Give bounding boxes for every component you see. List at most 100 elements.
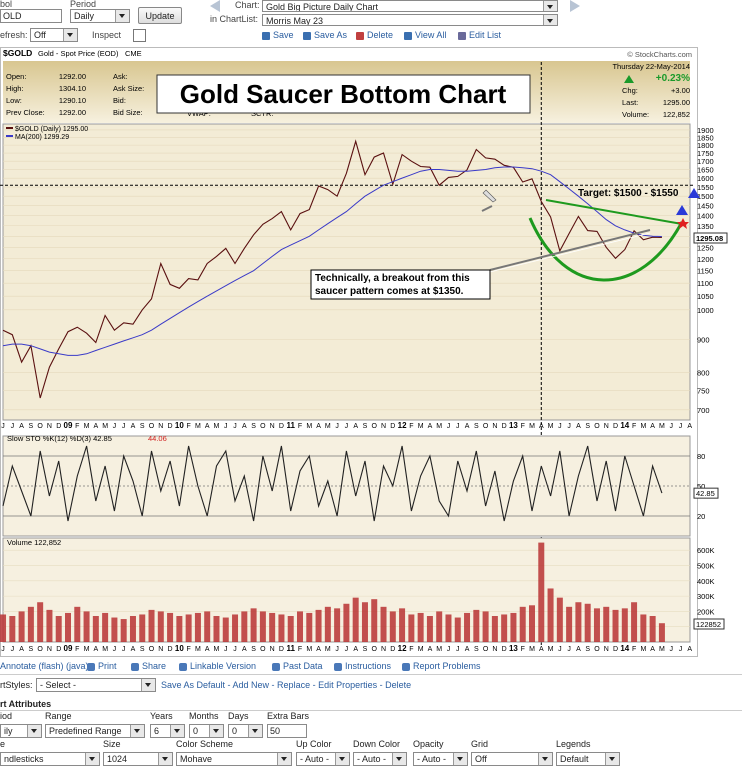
y-tick-label: 1350 — [697, 222, 714, 231]
field-label: Extra Bars — [267, 711, 310, 721]
x-tick-label: J — [224, 646, 228, 653]
x-tick-label: N — [270, 646, 275, 653]
attribute-select-value: - Auto - — [417, 754, 447, 764]
legend-entry: Volume 122,852 — [7, 538, 61, 547]
x-tick-label: 12 — [398, 421, 407, 430]
x-tick-label: J — [122, 423, 126, 430]
action-link[interactable]: Edit List — [469, 30, 502, 40]
chart-select-value: Gold Big Picture Daily Chart — [266, 2, 379, 12]
field-label: Grid — [471, 739, 489, 749]
control-link[interactable]: Share — [142, 661, 167, 671]
x-tick-label: S — [29, 423, 34, 430]
label: efresh: — [0, 30, 28, 40]
x-tick-label: O — [594, 423, 600, 430]
action-link[interactable]: Save — [273, 30, 294, 40]
control-link[interactable]: Report Problems — [413, 661, 481, 671]
volume-bar — [232, 614, 239, 642]
dropdown-arrow — [543, 15, 557, 25]
update-button[interactable]: Update — [138, 7, 182, 24]
control-link[interactable]: Linkable Version — [190, 661, 257, 671]
action-link[interactable]: Delete — [367, 30, 394, 40]
attribute-select[interactable]: 6 — [150, 724, 185, 738]
control-link[interactable]: Past Data — [283, 661, 323, 671]
x-tick-label: 10 — [175, 644, 184, 653]
control-link[interactable]: Instructions — [345, 661, 392, 671]
action-link[interactable]: Save As — [314, 30, 348, 40]
volume-bar — [0, 614, 7, 642]
attribute-select[interactable]: 0 — [189, 724, 224, 738]
link-icon — [131, 663, 139, 671]
x-tick-label: J — [233, 646, 237, 653]
y-tick-label: 1650 — [697, 166, 714, 175]
attribute-select[interactable]: ndlesticks — [0, 752, 100, 766]
dropdown-arrow — [543, 1, 557, 11]
volume-bar — [658, 623, 665, 642]
x-tick-label: N — [492, 646, 497, 653]
chart-select[interactable]: Gold Big Picture Daily Chart — [262, 0, 558, 12]
dropdown-arrow — [141, 679, 155, 691]
volume-bar — [603, 606, 610, 642]
x-tick-label: O — [149, 646, 155, 653]
control-link[interactable]: Print — [98, 661, 117, 671]
x-tick-label: 09 — [64, 644, 73, 653]
inspect-checkbox[interactable] — [133, 29, 146, 42]
last-value-tag — [693, 618, 725, 630]
refresh-select[interactable]: Off — [30, 28, 78, 42]
attribute-select[interactable]: ily — [0, 724, 42, 738]
action-link[interactable]: View All — [415, 30, 447, 40]
chartlist-select[interactable]: Morris May 23 — [262, 14, 558, 26]
chartlist-select-value: Morris May 23 — [266, 16, 324, 26]
x-tick-label: F — [632, 646, 636, 653]
y-tick-label: 1150 — [697, 267, 713, 276]
volume-bar — [306, 612, 313, 642]
field-label: Years — [150, 711, 173, 721]
prev-arrow — [210, 0, 220, 12]
sto-d-label: 44.06 — [148, 434, 167, 443]
attribute-select[interactable]: - Auto - — [296, 752, 350, 766]
attribute-select[interactable]: Mohave — [176, 752, 292, 766]
x-tick-label: A — [94, 423, 99, 430]
x-tick-label: J — [335, 646, 339, 653]
y-tick-label: 1500 — [697, 192, 714, 201]
x-tick-label: F — [186, 423, 190, 430]
volume-bar — [55, 616, 62, 642]
stat-value: +3.00 — [671, 86, 690, 95]
attribute-select[interactable]: Off — [471, 752, 553, 766]
y-tick-label: 50 — [697, 482, 705, 491]
period-select[interactable]: Daily — [70, 9, 130, 23]
volume-bar — [259, 611, 266, 642]
attribute-select[interactable]: Default — [556, 752, 620, 766]
next-arrow — [570, 0, 580, 12]
attribute-select[interactable]: - Auto - — [413, 752, 468, 766]
x-tick-label: J — [113, 423, 117, 430]
x-tick-label: F — [298, 646, 302, 653]
dropdown-arrow — [248, 725, 262, 737]
attribute-select[interactable]: 0 — [228, 724, 263, 738]
x-tick-label: J — [1, 423, 5, 430]
volume-bar — [83, 611, 90, 642]
divider — [0, 674, 742, 675]
stat-label: Last: — [622, 98, 638, 107]
styles-actions[interactable]: Save As Default - Add New - Replace - Ed… — [161, 680, 412, 690]
volume-bar — [287, 616, 294, 642]
attribute-select[interactable]: 1024 — [103, 752, 173, 766]
styles-select[interactable]: - Select - — [36, 678, 156, 692]
attribute-select[interactable]: Predefined Range — [45, 724, 145, 738]
x-tick-label: A — [428, 646, 433, 653]
attribute-select-value: 6 — [154, 726, 160, 736]
volume-bar — [547, 588, 554, 642]
last-value-label: 122852 — [696, 620, 721, 629]
attribute-select[interactable]: - Auto - — [353, 752, 407, 766]
volume-bar — [18, 611, 25, 642]
x-tick-label: O — [37, 423, 43, 430]
field-label: Range — [45, 711, 72, 721]
x-tick-label: M — [306, 646, 312, 653]
x-tick-label: M — [436, 646, 442, 653]
x-tick-label: M — [548, 423, 554, 430]
control-link[interactable]: Annotate (flash) (java) — [0, 661, 89, 671]
symbol-input[interactable]: OLD — [0, 9, 62, 23]
volume-bar — [139, 614, 146, 642]
x-tick-label: D — [279, 423, 284, 430]
extra-bars-input[interactable]: 50 — [267, 724, 307, 738]
title-box — [156, 74, 531, 114]
